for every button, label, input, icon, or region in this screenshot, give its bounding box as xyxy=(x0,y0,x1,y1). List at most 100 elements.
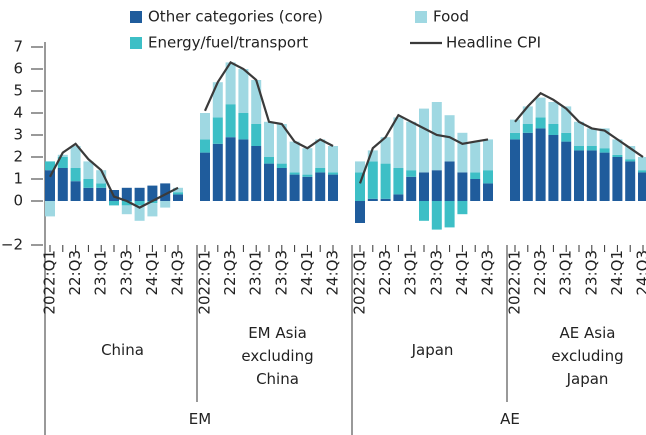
x-tick-label: 24:Q3 xyxy=(479,250,497,296)
bar-segment xyxy=(612,154,623,157)
bar-segment xyxy=(355,172,365,201)
bar-segment xyxy=(561,106,572,133)
bar-segment xyxy=(367,198,378,201)
bar-segment xyxy=(147,185,158,201)
bar-segment xyxy=(212,82,223,118)
x-tick-label: 2022:Q1 xyxy=(351,250,369,315)
bar-segment xyxy=(393,168,404,195)
bar-segment xyxy=(419,172,429,201)
region-label: EM xyxy=(188,410,212,428)
bar-segment xyxy=(612,139,623,155)
bar-segment xyxy=(83,179,94,188)
region-label: AE xyxy=(500,410,520,428)
x-tick-label: 23:Q3 xyxy=(272,250,290,296)
bar-segment xyxy=(444,201,455,228)
bar-segment xyxy=(522,132,533,201)
bar-segment xyxy=(57,157,68,168)
y-tick-label: 5 xyxy=(13,82,23,100)
bar-segment xyxy=(173,194,183,201)
bar-segment xyxy=(121,201,132,206)
bar-segment xyxy=(200,113,210,140)
x-tick-label: 2022:Q1 xyxy=(41,250,59,315)
y-tick-label: 0 xyxy=(13,192,23,210)
bar-segment xyxy=(561,141,572,201)
bar-segment xyxy=(134,201,145,206)
bar-segment xyxy=(70,168,81,182)
bar-segment xyxy=(444,161,455,201)
bar-segment xyxy=(212,143,223,201)
bar-segment xyxy=(625,161,636,201)
x-tick-label: 23:Q3 xyxy=(427,250,445,296)
group-label: Japan xyxy=(411,341,454,359)
bar-segment xyxy=(483,139,493,171)
bar-segment xyxy=(264,157,274,164)
bar-segment xyxy=(419,108,429,173)
bar-segment xyxy=(470,172,481,179)
x-tick-label: 23:Q1 xyxy=(247,250,265,296)
group-label: China xyxy=(101,341,144,359)
headline-line xyxy=(49,142,179,209)
bar-segment xyxy=(251,146,262,201)
bar-segment xyxy=(45,170,55,201)
bar-segment xyxy=(251,124,262,146)
legend-swatch xyxy=(130,37,142,49)
bar-segment xyxy=(522,124,533,133)
bar-segment xyxy=(599,148,610,153)
bar-segment xyxy=(134,205,145,221)
x-tick-label: 23:Q3 xyxy=(582,250,600,296)
bar-segment xyxy=(470,141,481,173)
bar-segment xyxy=(510,132,520,140)
x-tick-label: 24:Q1 xyxy=(298,250,316,296)
y-tick-label: 2 xyxy=(13,148,23,166)
legend-label: Headline CPI xyxy=(446,34,541,52)
bar-segment xyxy=(315,168,326,173)
bar-segment xyxy=(367,150,378,162)
x-tick-label: 22:Q3 xyxy=(221,250,239,296)
bar-segment xyxy=(355,161,365,173)
bar-segment xyxy=(406,170,417,177)
legend-label: Energy/fuel/transport xyxy=(148,34,308,52)
bar-segment xyxy=(200,139,210,153)
bar-segment xyxy=(289,174,300,201)
bar-segment xyxy=(638,172,646,201)
bar-segment xyxy=(238,139,249,201)
x-tick-label: 24:Q3 xyxy=(324,250,342,296)
bar-segment xyxy=(57,168,68,201)
legend-swatch xyxy=(130,11,142,23)
bar-segment xyxy=(586,150,597,201)
bar-segment xyxy=(380,137,391,164)
y-tick-label: −2 xyxy=(1,236,23,254)
bar-segment xyxy=(510,139,520,201)
bar-segment xyxy=(121,187,132,201)
group-label: AE Asia excluding Japan xyxy=(551,324,624,388)
bar-segment xyxy=(45,201,55,217)
x-tick-label: 24:Q3 xyxy=(634,250,646,296)
bar-segment xyxy=(225,104,236,138)
headline-line xyxy=(514,91,644,158)
bar-segment xyxy=(96,183,107,188)
bar-segment xyxy=(561,132,572,142)
bar-segment xyxy=(431,201,442,230)
bar-segment xyxy=(599,128,610,149)
bar-segment xyxy=(380,198,391,201)
x-tick-label: 23:Q1 xyxy=(402,250,420,296)
y-tick-label: 4 xyxy=(13,104,23,122)
bar-segment xyxy=(289,172,300,175)
bar-segment xyxy=(276,168,287,201)
headline-line xyxy=(203,60,334,150)
bar-segment xyxy=(638,157,646,171)
bar-segment xyxy=(483,170,493,184)
bar-segment xyxy=(638,170,646,173)
bar-segment xyxy=(264,121,274,157)
bar-segment xyxy=(328,146,338,173)
bar-segment xyxy=(225,137,236,201)
bar-segment xyxy=(406,121,417,171)
legend-label: Other categories (core) xyxy=(148,8,323,26)
bar-segment xyxy=(406,176,417,201)
bar-segment xyxy=(96,170,107,184)
x-tick-label: 23:Q3 xyxy=(117,250,135,296)
bar-segment xyxy=(380,163,391,199)
bar-segment xyxy=(238,69,249,113)
bar-segment xyxy=(586,128,597,146)
